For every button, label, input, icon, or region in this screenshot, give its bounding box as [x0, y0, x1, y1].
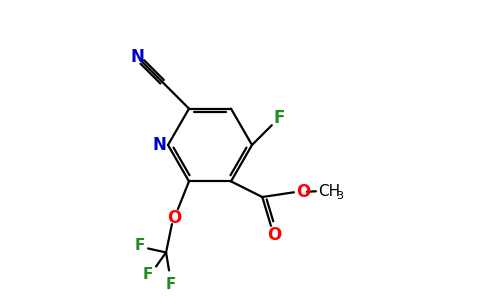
Text: O: O — [167, 208, 182, 226]
Text: O: O — [296, 183, 310, 201]
Text: N: N — [152, 136, 166, 154]
Text: F: F — [143, 267, 153, 282]
Text: F: F — [273, 109, 285, 127]
Text: F: F — [135, 238, 145, 253]
Text: N: N — [131, 48, 144, 66]
Text: O: O — [267, 226, 281, 244]
Text: 3: 3 — [336, 191, 344, 201]
Text: F: F — [166, 277, 176, 292]
Text: CH: CH — [318, 184, 340, 199]
